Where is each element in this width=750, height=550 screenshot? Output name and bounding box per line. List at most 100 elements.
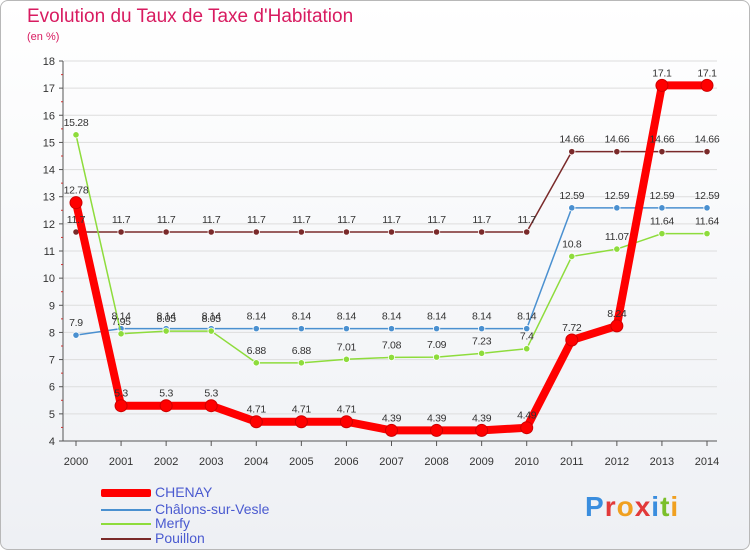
data-label-ch-lons-sur-vesle: 12.59	[650, 190, 675, 202]
data-label-ch-lons-sur-vesle: 12.59	[604, 190, 629, 202]
data-label-ch-lons-sur-vesle: 8.14	[111, 311, 131, 323]
data-label-pouillon: 11.7	[112, 214, 131, 226]
data-point-pouillon	[342, 228, 351, 236]
data-point-ch-lons-sur-vesle	[703, 204, 711, 212]
data-label-merfy: 8.05	[202, 313, 222, 325]
data-label-merfy: 7.01	[337, 341, 357, 353]
proxiti-logo[interactable]: Proxiti	[585, 491, 679, 523]
data-label-ch-lons-sur-vesle: 12.59	[559, 190, 584, 202]
data-point-merfy	[72, 131, 80, 139]
data-point-pouillon	[568, 148, 576, 156]
data-label-merfy: 7.09	[427, 339, 447, 351]
data-label-ch-lons-sur-vesle: 8.14	[427, 311, 447, 323]
data-point-chenay	[249, 415, 263, 429]
y-tick-label: 18	[43, 56, 55, 68]
data-label-merfy: 11.64	[695, 216, 719, 228]
data-label-chenay: 4.71	[247, 404, 267, 416]
data-label-chenay: 4.71	[292, 404, 312, 416]
data-label-merfy: 11.64	[650, 216, 674, 228]
data-point-chenay	[700, 78, 714, 92]
data-point-chenay	[159, 399, 173, 413]
y-tick-label: 11	[44, 246, 55, 258]
data-point-pouillon	[207, 228, 215, 236]
data-label-ch-lons-sur-vesle: 8.14	[247, 311, 267, 323]
y-tick-label: 4	[49, 436, 55, 448]
data-label-merfy: 7.23	[472, 335, 492, 347]
legend-item-pouillon[interactable]: Pouillon	[101, 530, 401, 546]
legend-item-chenay[interactable]: CHENAY	[101, 484, 401, 500]
data-label-ch-lons-sur-vesle: 8.14	[337, 311, 357, 323]
data-point-ch-lons-sur-vesle	[387, 325, 396, 333]
y-tick-label: 14	[43, 165, 55, 177]
legend-label-chenay: CHENAY	[155, 484, 213, 500]
data-point-merfy	[613, 245, 621, 253]
logo-letter: i	[670, 491, 680, 522]
data-label-pouillon: 11.7	[247, 214, 266, 226]
data-point-ch-lons-sur-vesle	[658, 204, 666, 212]
data-point-chenay	[520, 421, 534, 435]
data-label-pouillon: 14.66	[604, 134, 629, 146]
data-label-merfy: 10.8	[562, 238, 582, 250]
x-tick-label: 2014	[695, 456, 719, 468]
y-tick-label: 13	[43, 192, 55, 204]
data-point-ch-lons-sur-vesle	[297, 325, 305, 333]
data-point-merfy	[703, 230, 711, 238]
data-point-chenay	[339, 415, 353, 429]
data-label-pouillon: 11.7	[472, 214, 491, 226]
chart-unit-label: (en %)	[27, 31, 60, 43]
data-point-ch-lons-sur-vesle	[568, 204, 576, 212]
x-tick-label: 2010	[514, 456, 538, 468]
data-label-pouillon: 11.7	[517, 214, 536, 226]
y-tick-label: 12	[43, 219, 55, 231]
data-label-pouillon: 14.66	[559, 134, 584, 146]
x-tick-label: 2008	[424, 456, 448, 468]
data-label-chenay: 17.1	[697, 67, 717, 79]
data-point-pouillon	[523, 228, 531, 236]
data-label-pouillon: 11.7	[202, 214, 221, 226]
data-label-chenay: 4.39	[472, 412, 492, 424]
y-tick-label: 7	[49, 355, 55, 367]
data-label-merfy: 6.88	[292, 345, 312, 357]
logo-letter: r	[604, 491, 617, 522]
data-label-chenay: 5.3	[204, 388, 218, 400]
legend-label-merfy: Merfy	[155, 515, 190, 531]
data-point-chenay	[294, 415, 308, 429]
logo-letter: x	[634, 491, 652, 522]
data-point-merfy	[432, 353, 441, 361]
legend-item-chalons[interactable]: Châlons-sur-Vesle	[101, 501, 401, 517]
data-label-chenay: 7.72	[562, 322, 582, 334]
data-point-merfy	[568, 252, 576, 261]
data-point-chenay	[610, 319, 624, 333]
data-label-merfy: 11.07	[605, 231, 629, 243]
data-label-merfy: 15.28	[64, 117, 89, 129]
data-point-merfy	[162, 327, 170, 335]
data-point-chenay	[475, 423, 489, 437]
legend-swatch-merfy	[101, 523, 151, 525]
data-label-chenay: 8.24	[607, 308, 627, 320]
x-tick-label: 2002	[154, 456, 178, 468]
y-tick-label: 17	[43, 83, 55, 95]
data-point-chenay	[655, 78, 669, 92]
data-point-chenay	[385, 423, 398, 437]
data-label-merfy: 6.88	[247, 345, 267, 357]
legend-item-merfy[interactable]: Merfy	[101, 515, 401, 531]
logo-letter: i	[651, 491, 661, 522]
data-point-chenay	[114, 399, 128, 413]
data-point-merfy	[478, 349, 486, 357]
data-point-pouillon	[613, 148, 621, 156]
data-label-ch-lons-sur-vesle: 8.14	[202, 311, 222, 323]
data-label-chenay: 4.39	[427, 412, 447, 424]
data-point-merfy	[658, 230, 666, 238]
data-label-pouillon: 11.7	[67, 214, 86, 226]
legend-swatch-chenay	[101, 489, 151, 497]
x-tick-label: 2009	[469, 456, 493, 468]
data-label-ch-lons-sur-vesle: 8.14	[382, 311, 402, 323]
x-tick-label: 2004	[244, 456, 268, 468]
data-label-chenay: 12.78	[64, 185, 89, 197]
data-label-chenay: 5.3	[114, 388, 128, 400]
logo-letter: t	[660, 491, 671, 522]
y-tick-label: 15	[43, 137, 55, 149]
data-point-ch-lons-sur-vesle	[478, 325, 486, 333]
